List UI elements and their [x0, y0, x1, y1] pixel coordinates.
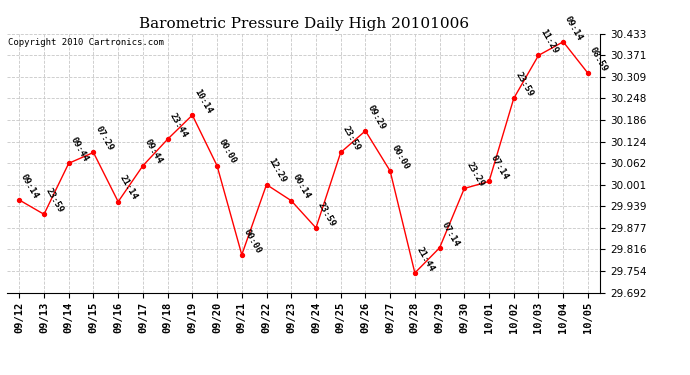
Point [335, 150, 346, 156]
Text: 23:59: 23:59 [514, 70, 535, 98]
Point [137, 163, 148, 169]
Point [509, 95, 520, 101]
Point [88, 150, 99, 156]
Text: 21:14: 21:14 [118, 174, 139, 202]
Point [533, 53, 544, 58]
Point [310, 225, 322, 231]
Point [484, 178, 495, 184]
Text: 23:59: 23:59 [316, 200, 337, 228]
Point [582, 70, 593, 76]
Text: 10:14: 10:14 [193, 87, 214, 115]
Text: 11:29: 11:29 [538, 28, 560, 56]
Point [63, 160, 75, 166]
Text: 00:00: 00:00 [390, 143, 411, 171]
Point [236, 252, 247, 258]
Point [187, 112, 198, 118]
Text: 09:14: 09:14 [19, 172, 41, 200]
Text: 09:29: 09:29 [366, 103, 386, 131]
Text: 23:59: 23:59 [341, 125, 362, 153]
Point [162, 136, 173, 142]
Text: 07:29: 07:29 [93, 125, 115, 153]
Point [261, 182, 272, 188]
Text: 08:59: 08:59 [588, 45, 609, 73]
Text: 09:44: 09:44 [143, 138, 164, 166]
Text: 23:44: 23:44 [168, 111, 189, 139]
Point [434, 245, 445, 251]
Text: 00:00: 00:00 [217, 138, 238, 166]
Text: 09:44: 09:44 [69, 135, 90, 163]
Point [558, 39, 569, 45]
Text: 23:29: 23:29 [464, 160, 486, 189]
Point [409, 270, 420, 276]
Text: 00:00: 00:00 [241, 227, 263, 255]
Text: 07:14: 07:14 [489, 154, 511, 182]
Title: Barometric Pressure Daily High 20101006: Barometric Pressure Daily High 20101006 [139, 17, 469, 31]
Point [39, 211, 50, 217]
Point [112, 199, 124, 205]
Text: 07:14: 07:14 [440, 220, 461, 248]
Text: 23:59: 23:59 [44, 186, 66, 214]
Text: Copyright 2010 Cartronics.com: Copyright 2010 Cartronics.com [8, 38, 164, 46]
Point [384, 168, 395, 174]
Text: 09:14: 09:14 [563, 14, 584, 42]
Point [286, 198, 297, 204]
Point [360, 128, 371, 134]
Text: 21:44: 21:44 [415, 245, 436, 273]
Point [212, 163, 223, 169]
Point [459, 186, 470, 192]
Text: 00:14: 00:14 [291, 173, 313, 201]
Text: 12:29: 12:29 [266, 157, 288, 184]
Point [14, 197, 25, 203]
